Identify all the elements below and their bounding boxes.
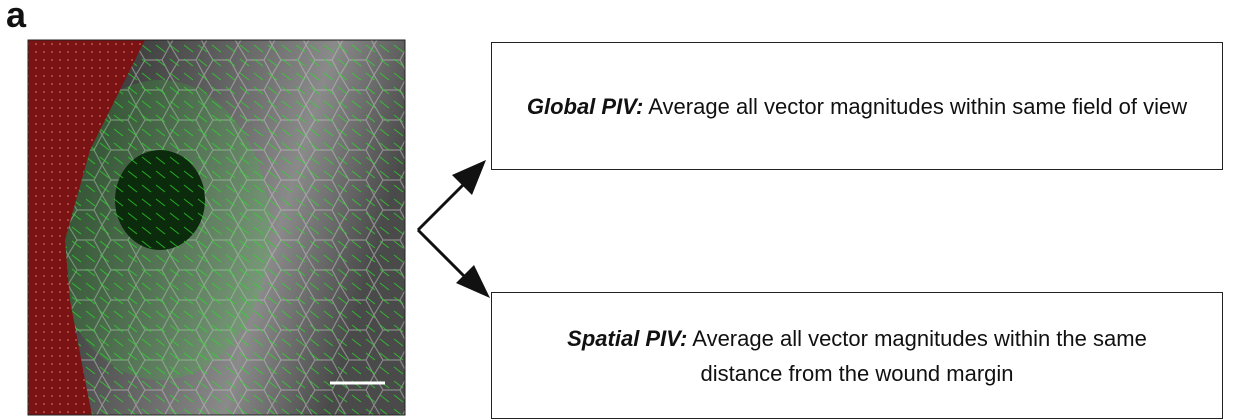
microscopy-image	[28, 40, 405, 415]
box-label: Spatial PIV:	[567, 326, 687, 351]
box-label: Global PIV:	[527, 94, 644, 119]
arrows	[418, 160, 490, 298]
box-description: Average all vector magnitudes within the…	[692, 326, 1147, 386]
panel-label: a	[6, 0, 26, 36]
figure: a Global PIV: Average all vector magnitu…	[0, 0, 1257, 420]
box-text: Global PIV: Average all vector magnitude…	[527, 89, 1187, 124]
spatial-piv-box: Spatial PIV: Average all vector magnitud…	[491, 292, 1223, 419]
global-piv-box: Global PIV: Average all vector magnitude…	[491, 42, 1223, 170]
box-description: Average all vector magnitudes within sam…	[648, 94, 1187, 119]
box-text: Spatial PIV: Average all vector magnitud…	[547, 321, 1167, 391]
